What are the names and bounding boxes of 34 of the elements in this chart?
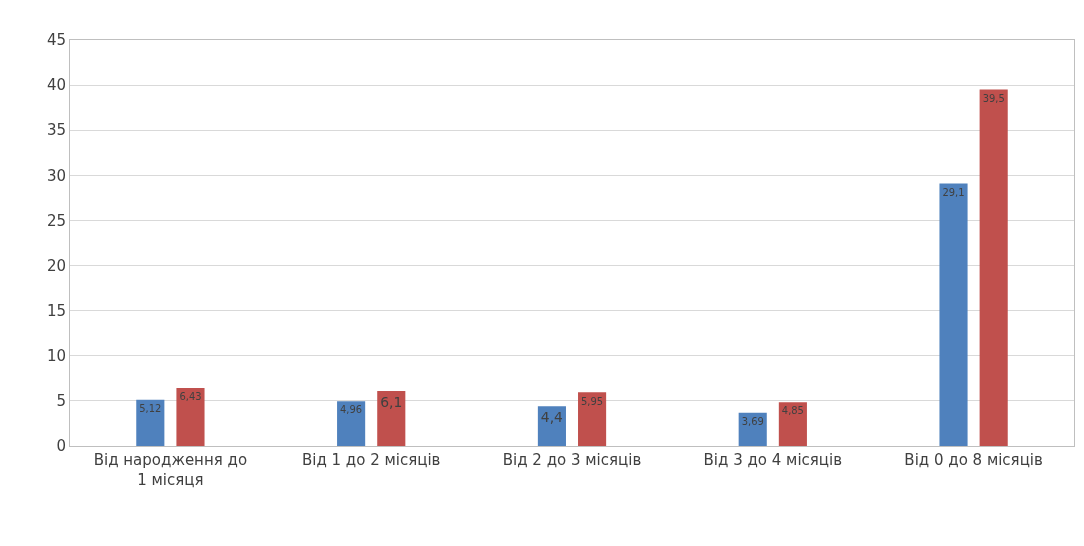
data-label: 6,43 <box>179 391 202 403</box>
y-tick-label: 45 <box>46 31 66 50</box>
x-tick-label: Від 3 до 4 місяців <box>703 451 843 469</box>
y-tick-label: 10 <box>46 347 66 366</box>
y-tick-label: 40 <box>46 76 66 95</box>
x-tick-label: Від 0 до 8 місяців <box>904 451 1043 469</box>
bar <box>337 401 366 446</box>
bar <box>979 89 1008 446</box>
data-label: 4,96 <box>340 404 363 416</box>
bar <box>377 390 406 446</box>
data-label: 5,12 <box>139 403 162 415</box>
bar <box>578 392 607 446</box>
y-tick-label: 5 <box>56 392 66 411</box>
y-tick-label: 15 <box>46 301 66 320</box>
data-label: 3,69 <box>741 415 764 427</box>
y-tick-label: 20 <box>46 256 66 275</box>
bar <box>939 183 968 446</box>
y-tick-label: 30 <box>46 166 66 185</box>
y-tick-label: 25 <box>46 211 66 230</box>
x-tick-label: Від 2 до 3 місяців <box>502 451 642 469</box>
data-label: 4,85 <box>781 405 804 417</box>
bar <box>778 402 807 446</box>
data-label: 6,1 <box>380 393 403 410</box>
data-label: 5,95 <box>581 395 604 407</box>
bar <box>537 406 566 446</box>
x-tick-label: Від 1 до 2 місяців <box>301 451 441 469</box>
data-label: 29,1 <box>942 186 965 198</box>
bar <box>176 387 205 446</box>
data-label: 4,4 <box>540 409 564 426</box>
bar <box>136 399 165 446</box>
y-tick-label: 0 <box>56 437 66 456</box>
x-tick-label: Від народження до 1 місяця <box>93 451 248 489</box>
y-tick-label: 35 <box>46 121 66 140</box>
data-label: 39,5 <box>982 92 1005 104</box>
